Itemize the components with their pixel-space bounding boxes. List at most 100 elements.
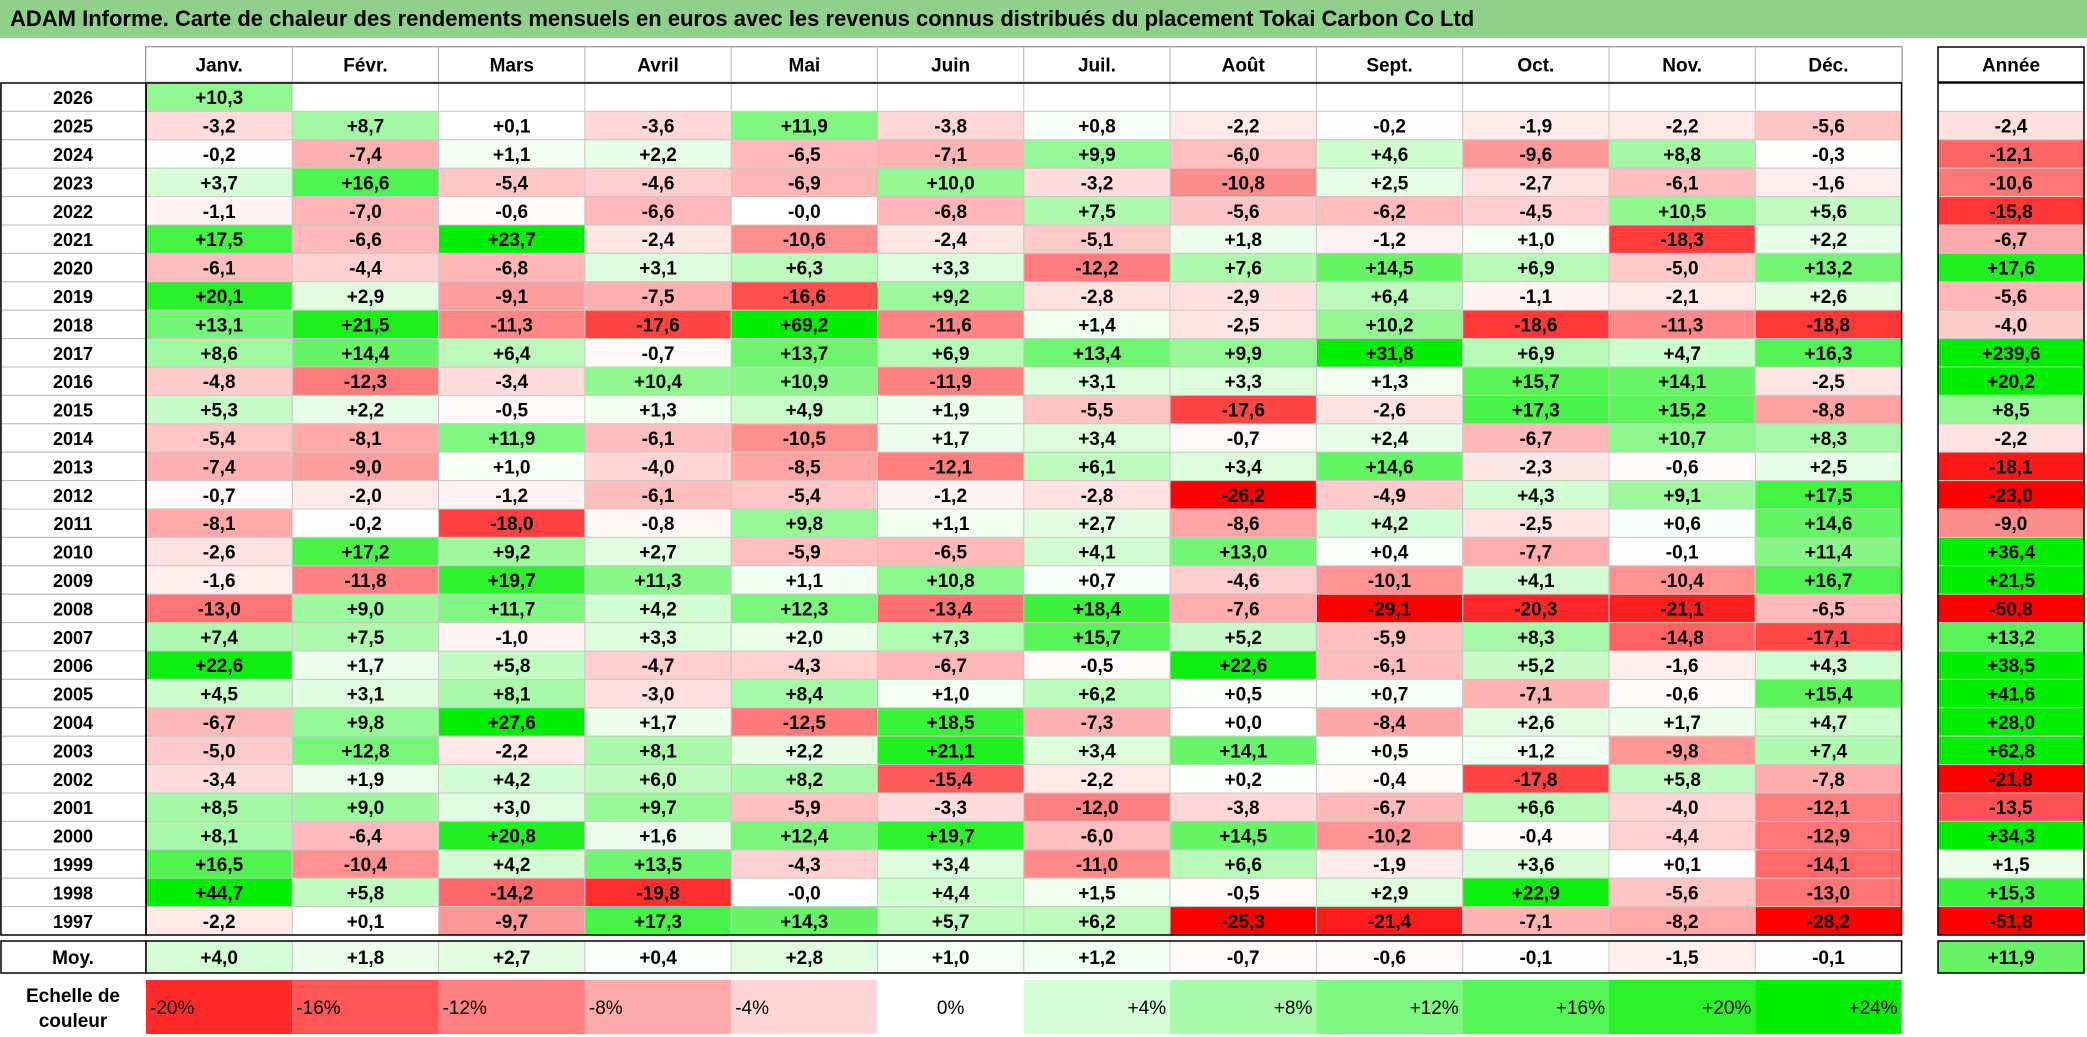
heatmap-cell [1754,792,1903,822]
heatmap-cell [438,366,586,396]
heatmap-cell-label: +2,4 [1371,429,1409,450]
heatmap-cell-label: +9,2 [932,287,970,308]
heatmap-cell-label: -10,8 [1222,173,1265,194]
heatmap-cell [1169,309,1317,340]
heatmap-cell [291,536,440,567]
heatmap-cell-label: -6,7 [1519,429,1552,450]
month-header-cell [730,46,879,83]
annual-cell-label: +17,6 [1987,259,2035,280]
heatmap-cell-label: +15,2 [1658,401,1706,422]
heatmap-cell-label: -2,5 [1812,372,1845,393]
heatmap-cell-label: +5,8 [1663,770,1701,791]
heatmap-cell [877,281,1025,311]
heatmap-cell [1754,593,1903,624]
heatmap-cell [1315,622,1464,652]
average-cell [1754,940,1903,974]
heatmap-cell-label: +1,1 [786,571,824,592]
heatmap-cell [877,735,1025,766]
heatmap-cell [1315,167,1464,198]
heatmap-cell-label: +18,4 [1073,599,1122,620]
heatmap-cell-label: -4,7 [642,656,675,677]
heatmap-cell-label: +7,4 [200,628,238,649]
heatmap-cell-label: +1,9 [347,770,385,791]
annual-cell-label: -5,6 [1995,287,2028,308]
month-header-label: Mai [789,56,821,77]
heatmap-cell-label: -6,6 [349,230,382,251]
heatmap-cell [1315,565,1464,595]
heatmap-cell-label: +11,3 [635,571,682,592]
average-cell-label: -1,5 [1666,948,1699,969]
heatmap-cell-label: +13,7 [780,344,828,365]
heatmap-cell-label: +6,0 [639,770,677,791]
heatmap-cell-label: -6,5 [788,145,821,166]
heatmap-cell-label: -8,6 [1227,514,1260,535]
heatmap-cell [291,167,440,198]
heatmap-cell-label: -5,0 [203,741,236,762]
heatmap-cell [1023,764,1171,794]
heatmap-cell-label: +10,5 [1658,202,1707,223]
heatmap-cell-label: +3,1 [639,259,677,280]
heatmap-cell [1023,394,1171,425]
heatmap-cell-label: +10,8 [927,571,975,592]
heatmap-cell [584,906,732,936]
year-label-cell [0,735,147,766]
heatmap-cell-label: -12,1 [1807,798,1851,819]
heatmap-cell [1754,849,1903,879]
heatmap-cell-label: -18,0 [490,514,533,535]
heatmap-cell [1169,707,1317,737]
heatmap-cell-label: +15,7 [1073,628,1121,649]
heatmap-cell-label: -0,7 [642,344,675,365]
heatmap-cell [145,536,293,567]
heatmap-cell-label: +19,7 [488,571,536,592]
annual-cell-label: +36,4 [1987,543,2036,564]
heatmap-cell [584,196,732,226]
heatmap-cell [584,281,732,311]
heatmap-cell-label: +1,3 [1371,372,1409,393]
heatmap-cell-label: +11,4 [1805,543,1852,564]
heatmap-cell [1169,565,1317,595]
heatmap-cell-label: -1,0 [495,628,528,649]
heatmap-cell-label: -26,2 [1222,486,1265,507]
heatmap-cell-label: -0,0 [788,202,821,223]
heatmap-cell-label: -7,3 [1081,713,1114,734]
heatmap-cell-label: -14,1 [1807,855,1851,876]
heatmap-cell-label: -0,2 [203,145,236,166]
annual-cell-label: +1,5 [1992,855,2030,876]
heatmap-cell-label: -0,7 [1227,429,1260,450]
heatmap-cell-label: +2,5 [1810,457,1848,478]
heatmap-cell-label: +0,7 [1371,685,1409,706]
heatmap-cell [1462,650,1610,680]
annual-cell [1937,338,2085,368]
heatmap-cell [1754,480,1903,510]
heatmap-cell [145,622,293,652]
heatmap-cell-label: +4,7 [1663,344,1701,365]
year-label-cell [0,593,147,624]
heatmap-cell [730,423,879,453]
heatmap-cell-label: +9,0 [347,798,385,819]
heatmap-cell [291,82,440,112]
heatmap-cell [438,167,586,198]
scale-swatch [1316,980,1463,1034]
heatmap-cell-label: +3,6 [1517,855,1555,876]
heatmap-cell [145,593,293,624]
heatmap-cell [1754,281,1903,311]
year-label-cell [0,281,147,311]
heatmap-cell-label: +9,0 [347,599,385,620]
average-cell [438,940,586,974]
heatmap-cell [145,394,293,425]
heatmap-cell [584,82,732,112]
heatmap-cell [1169,678,1317,709]
heatmap-cell [1023,338,1171,368]
heatmap-cell-label: -6,1 [1666,173,1699,194]
heatmap-cell-label: +4,2 [1371,514,1409,535]
heatmap-cell [1023,877,1171,908]
heatmap-cell-label: +9,8 [347,713,385,734]
heatmap-cell [145,906,293,936]
month-header-label: Nov. [1662,56,1702,77]
heatmap-cell-label: +4,9 [786,401,824,422]
year-label-cell [0,849,147,879]
heatmap-cell-label: +13,4 [1073,344,1122,365]
heatmap-cell-label: -6,6 [642,202,675,223]
heatmap-cell [877,196,1025,226]
heatmap-cell [1608,792,1756,822]
